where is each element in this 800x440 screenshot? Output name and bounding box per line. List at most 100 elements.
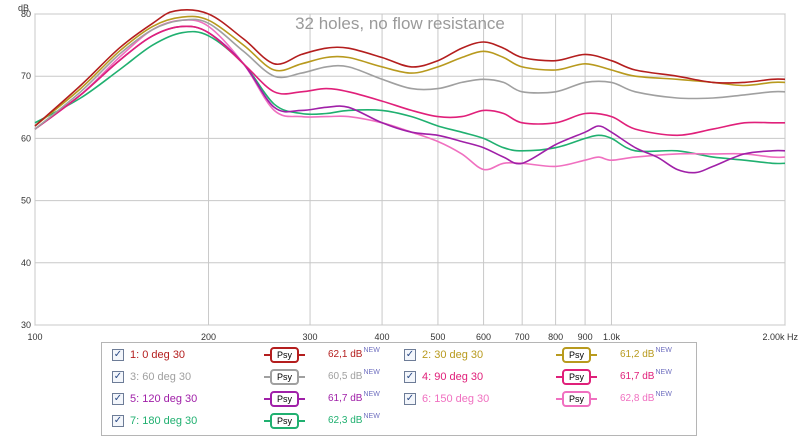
y-tick-label: 30 [21, 320, 31, 330]
legend-line-swatch [556, 398, 562, 400]
legend-series-name: 7: 180 deg 30 [130, 415, 198, 427]
legend-level-value: 62,1 dBNEW [328, 347, 380, 360]
legend-level-value: 60,5 dBNEW [328, 369, 380, 382]
legend-level-value: 61,7 dBNEW [620, 369, 672, 382]
legend-series-name: 1: 0 deg 30 [130, 349, 186, 361]
legend-level-value: 61,7 dBNEW [328, 391, 380, 404]
legend-line-swatch [591, 354, 598, 356]
series-line [34, 19, 786, 171]
legend-line-swatch [299, 354, 306, 356]
legend-entry[interactable]: ✓ 5: 120 deg 30 [112, 390, 197, 408]
legend-series-name: 6: 150 deg 30 [422, 393, 490, 405]
legend-line-swatch [299, 376, 306, 378]
x-tick-label: 400 [375, 332, 390, 340]
psy-label: Psy [562, 347, 592, 363]
legend-checkbox[interactable]: ✓ [404, 349, 416, 361]
legend-line-swatch [556, 376, 562, 378]
legend-level-value: 62,3 dBNEW [328, 413, 380, 426]
x-tick-label: 2,00k Hz [762, 332, 798, 340]
new-badge: NEW [363, 413, 380, 420]
frequency-response-chart: 30 40 50 60 70 80 100 200 300 400 500 600 700 800 900… [18, 3, 798, 340]
x-tick-label: 900 [578, 332, 593, 340]
series-line [34, 9, 786, 127]
legend-level-value: 62,8 dBNEW [620, 391, 672, 404]
legend-entry[interactable]: ✓ 3: 60 deg 30 [112, 368, 191, 386]
legend-line-swatch [591, 376, 598, 378]
legend-checkbox[interactable]: ✓ [404, 371, 416, 383]
x-tick-label: 100 [27, 332, 42, 340]
x-tick-label: 600 [476, 332, 491, 340]
legend-entry[interactable]: ✓ 7: 180 deg 30 [112, 412, 197, 430]
legend-series-name: 2: 30 deg 30 [422, 349, 484, 361]
legend-line-swatch [264, 354, 270, 356]
new-badge: NEW [655, 391, 672, 398]
new-badge: NEW [655, 347, 672, 354]
new-badge: NEW [363, 391, 380, 398]
plot-area [34, 13, 786, 326]
legend: ✓ 1: 0 deg 30 Psy 62,1 dBNEW ✓ 2: 30 deg 30 Ps… [101, 342, 697, 436]
series-lines [34, 9, 786, 174]
x-tick-label: 500 [430, 332, 445, 340]
series-line [34, 30, 786, 165]
new-badge: NEW [363, 347, 380, 354]
y-axis-unit-label: dB [18, 3, 29, 13]
y-tick-label: 60 [21, 133, 31, 143]
x-tick-label: 200 [201, 332, 216, 340]
legend-checkbox[interactable]: ✓ [112, 349, 124, 361]
legend-psy-button[interactable]: Psy [556, 391, 598, 407]
y-tick-label: 40 [21, 258, 31, 268]
new-badge: NEW [655, 369, 672, 376]
legend-psy-button[interactable]: Psy [556, 369, 598, 385]
psy-label: Psy [270, 391, 300, 407]
y-tick-labels: 30 40 50 60 70 80 [21, 9, 31, 330]
legend-line-swatch [591, 398, 598, 400]
level-text: 62,1 dB [328, 349, 363, 360]
legend-line-swatch [556, 354, 562, 356]
chart-title: 32 holes, no flow resistance [295, 14, 505, 33]
level-text: 61,7 dB [328, 393, 363, 404]
legend-series-name: 3: 60 deg 30 [130, 371, 192, 383]
legend-psy-button[interactable]: Psy [264, 391, 306, 407]
legend-psy-button[interactable]: Psy [264, 347, 306, 363]
y-tick-label: 80 [21, 9, 31, 19]
level-text: 62,3 dB [328, 415, 363, 426]
series-line [34, 25, 785, 137]
legend-line-swatch [264, 420, 270, 422]
legend-line-swatch [264, 376, 270, 378]
legend-entry[interactable]: ✓ 4: 90 deg 30 [404, 368, 483, 386]
x-tick-label: 800 [548, 332, 563, 340]
level-text: 61,2 dB [620, 349, 655, 360]
legend-checkbox[interactable]: ✓ [112, 415, 124, 427]
legend-entry[interactable]: ✓ 1: 0 deg 30 [112, 346, 185, 364]
psy-label: Psy [562, 391, 592, 407]
legend-checkbox[interactable]: ✓ [112, 393, 124, 405]
psy-label: Psy [270, 369, 300, 385]
level-text: 61,7 dB [620, 371, 655, 382]
legend-checkbox[interactable]: ✓ [112, 371, 124, 383]
legend-psy-button[interactable]: Psy [556, 347, 598, 363]
legend-psy-button[interactable]: Psy [264, 369, 306, 385]
psy-label: Psy [270, 413, 300, 429]
y-tick-label: 50 [21, 196, 31, 206]
legend-checkbox[interactable]: ✓ [404, 393, 416, 405]
series-line [34, 18, 786, 130]
psy-label: Psy [270, 347, 300, 363]
x-tick-label: 700 [515, 332, 530, 340]
legend-level-value: 61,2 dBNEW [620, 347, 672, 360]
x-tick-labels: 100 200 300 400 500 600 700 800 900 1,0k 2,00k Hz [27, 332, 798, 340]
legend-line-swatch [299, 398, 306, 400]
legend-psy-button[interactable]: Psy [264, 413, 306, 429]
x-tick-label: 1,0k [603, 332, 621, 340]
legend-entry[interactable]: ✓ 2: 30 deg 30 [404, 346, 483, 364]
level-text: 62,8 dB [620, 393, 655, 404]
grid [34, 13, 786, 326]
legend-series-name: 4: 90 deg 30 [422, 371, 484, 383]
legend-series-name: 5: 120 deg 30 [130, 393, 198, 405]
new-badge: NEW [363, 369, 380, 376]
series-line [34, 15, 786, 127]
legend-line-swatch [264, 398, 270, 400]
legend-line-swatch [299, 420, 306, 422]
y-tick-label: 70 [21, 71, 31, 81]
legend-entry[interactable]: ✓ 6: 150 deg 30 [404, 390, 489, 408]
level-text: 60,5 dB [328, 371, 363, 382]
